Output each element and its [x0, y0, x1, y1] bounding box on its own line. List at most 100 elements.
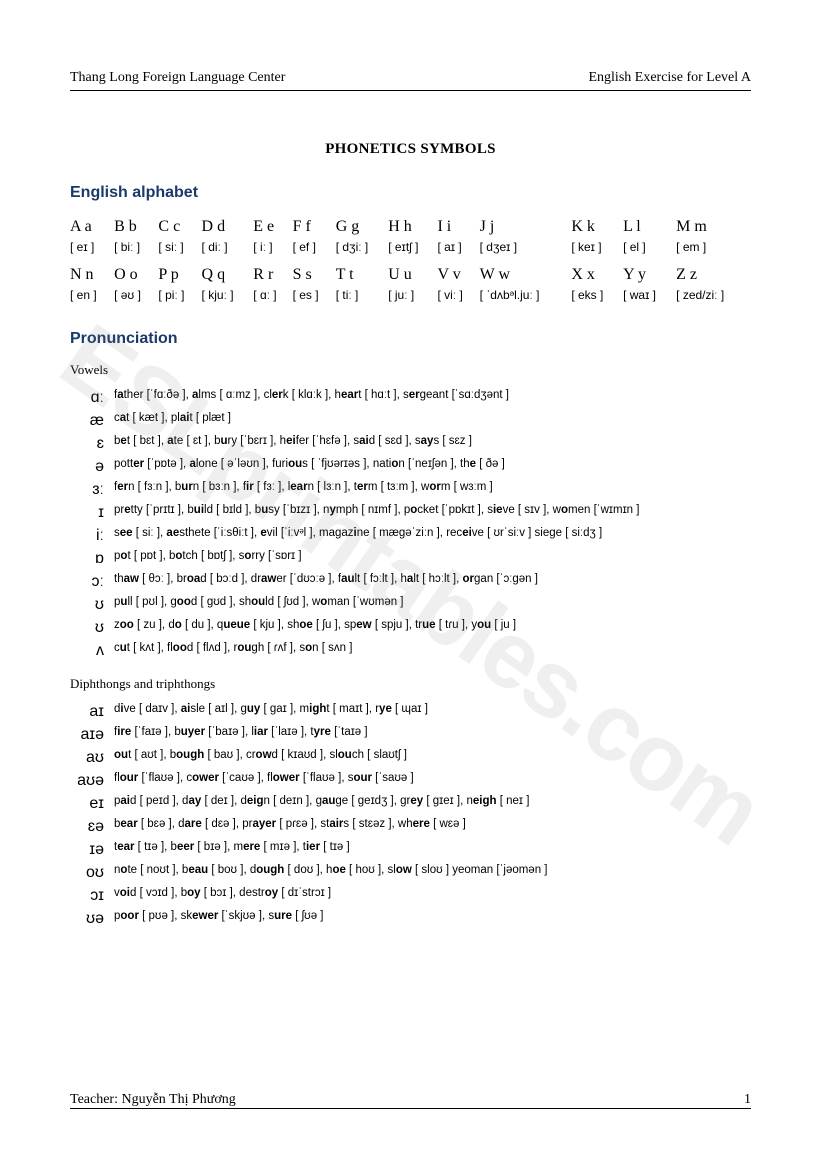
alphabet-cell: [ siː ]	[158, 238, 201, 264]
vowels-subheading: Vowels	[70, 362, 751, 378]
phonetic-examples: void [ vɔɪd ], boy [ bɔɪ ], destroy [ dɪ…	[114, 884, 554, 907]
page: ESLprintables.com Thang Long Foreign Lan…	[0, 0, 821, 1169]
phonetic-row: iːsee [ siː ], aesthete [ˈiːsθiːt ], evi…	[70, 524, 645, 547]
alphabet-cell: F f	[293, 216, 336, 238]
phonetic-row: aɪəfire [ˈfaɪə ], buyer [ˈbaɪə ], liar […	[70, 723, 554, 746]
phonetic-row: oʊnote [ noʊt ], beau [ boʊ ], dough [ d…	[70, 861, 554, 884]
alphabet-cell: Y y	[623, 264, 676, 286]
section-pronunciation-heading: Pronunciation	[70, 330, 751, 348]
alphabet-cell: [ ɑː ]	[253, 286, 292, 312]
phonetic-row: eɪpaid [ peɪd ], day [ deɪ ], deign [ de…	[70, 792, 554, 815]
alphabet-cell: [ diː ]	[202, 238, 254, 264]
alphabet-cell: [ tiː ]	[336, 286, 389, 312]
phonetic-examples: tear [ tɪə ], beer [ bɪə ], mere [ mɪə ]…	[114, 838, 554, 861]
phonetic-row: ʊzoo [ zu ], do [ du ], queue [ kju ], s…	[70, 616, 645, 639]
phonetic-row: aʊəflour [ˈflaʊə ], cower [ˈcaʊə ], flow…	[70, 769, 554, 792]
vowels-table: ɑːfather [ˈfɑːðə ], alms [ ɑːmz ], clerk…	[70, 386, 645, 662]
phonetic-symbol: ʊ	[70, 593, 114, 616]
alphabet-cell: N n	[70, 264, 114, 286]
phonetic-examples: father [ˈfɑːðə ], alms [ ɑːmz ], clerk […	[114, 386, 645, 409]
phonetic-symbol: iː	[70, 524, 114, 547]
phonetic-row: ʊpull [ pʊl ], good [ gʊd ], should [ ʃʊ…	[70, 593, 645, 616]
alphabet-cell: C c	[158, 216, 201, 238]
alphabet-cell: G g	[336, 216, 389, 238]
alphabet-cell: [ eɪ ]	[70, 238, 114, 264]
alphabet-cell: [ zed/ziː ]	[676, 286, 751, 312]
phonetic-examples: bet [ bɛt ], ate [ ɛt ], bury [ˈbɛrɪ ], …	[114, 432, 645, 455]
phonetic-symbol: ʊə	[70, 907, 114, 930]
alphabet-cell: [ juː ]	[388, 286, 437, 312]
alphabet-cell: L l	[623, 216, 676, 238]
phonetic-symbol: eɪ	[70, 792, 114, 815]
phonetic-row: ɔɪvoid [ vɔɪd ], boy [ bɔɪ ], destroy [ …	[70, 884, 554, 907]
phonetic-examples: zoo [ zu ], do [ du ], queue [ kju ], sh…	[114, 616, 645, 639]
phonetic-row: æcat [ kæt ], plait [ plæt ]	[70, 409, 645, 432]
alphabet-cell: [ en ]	[70, 286, 114, 312]
alphabet-cell: [ əʊ ]	[114, 286, 158, 312]
alphabet-cell: [ em ]	[676, 238, 751, 264]
page-title: PHONETICS SYMBOLS	[70, 141, 751, 158]
phonetic-symbol: ɒ	[70, 547, 114, 570]
alphabet-row-2-letters: N nO oP pQ qR rS sT tU uV vW wX xY yZ z	[70, 264, 751, 286]
phonetic-row: ɪətear [ tɪə ], beer [ bɪə ], mere [ mɪə…	[70, 838, 554, 861]
page-footer: Teacher: Nguyễn Thị Phương 1	[70, 1086, 751, 1109]
alphabet-cell: [ piː ]	[158, 286, 201, 312]
alphabet-cell: I i	[437, 216, 479, 238]
phonetic-row: ɛəbear [ bɛə ], dare [ dɛə ], prayer [ p…	[70, 815, 554, 838]
diphthongs-table: aɪdive [ daɪv ], aisle [ aɪl ], guy [ ga…	[70, 700, 554, 930]
phonetic-examples: flour [ˈflaʊə ], cower [ˈcaʊə ], flower …	[114, 769, 554, 792]
phonetic-symbol: ʊ	[70, 616, 114, 639]
phonetic-symbol: ɛ	[70, 432, 114, 455]
alphabet-cell: [ iː ]	[253, 238, 292, 264]
alphabet-cell: E e	[253, 216, 292, 238]
alphabet-cell: [ es ]	[293, 286, 336, 312]
alphabet-cell: K k	[571, 216, 623, 238]
phonetic-row: ɔːthaw [ θɔː ], broad [ bɔːd ], drawer […	[70, 570, 645, 593]
section-alphabet-heading: English alphabet	[70, 184, 751, 202]
alphabet-cell: U u	[388, 264, 437, 286]
alphabet-cell: S s	[293, 264, 336, 286]
phonetic-row: əpotter [ˈpɒtə ], alone [ əˈləʊn ], furi…	[70, 455, 645, 478]
phonetic-examples: dive [ daɪv ], aisle [ aɪl ], guy [ gaɪ …	[114, 700, 554, 723]
alphabet-cell: M m	[676, 216, 751, 238]
alphabet-cell: [ ef ]	[293, 238, 336, 264]
phonetic-row: ʌcut [ kʌt ], flood [ flʌd ], rough [ ɾʌ…	[70, 639, 645, 662]
phonetic-examples: pull [ pʊl ], good [ gʊd ], should [ ʃʊd…	[114, 593, 645, 616]
phonetic-examples: see [ siː ], aesthete [ˈiːsθiːt ], evil …	[114, 524, 645, 547]
phonetic-symbol: aɪə	[70, 723, 114, 746]
phonetic-row: ɒpot [ pɒt ], botch [ bɒtʃ ], sorry [ˈsɒ…	[70, 547, 645, 570]
alphabet-cell: W w	[480, 264, 572, 286]
phonetic-symbol: aɪ	[70, 700, 114, 723]
alphabet-cell: [ el ]	[623, 238, 676, 264]
alphabet-cell: [ kjuː ]	[202, 286, 254, 312]
phonetic-row: ʊəpoor [ pʊə ], skewer [ˈskjʊə ], sure […	[70, 907, 554, 930]
alphabet-cell: [ dʒeɪ ]	[480, 238, 572, 264]
phonetic-symbol: ɪ	[70, 501, 114, 524]
phonetic-examples: poor [ pʊə ], skewer [ˈskjʊə ], sure [ ʃ…	[114, 907, 554, 930]
footer-teacher: Teacher: Nguyễn Thị Phương	[70, 1092, 236, 1108]
footer-page-number: 1	[744, 1092, 751, 1108]
alphabet-cell: J j	[480, 216, 572, 238]
phonetic-row: aɪdive [ daɪv ], aisle [ aɪl ], guy [ ga…	[70, 700, 554, 723]
phonetic-examples: out [ aʊt ], bough [ baʊ ], crowd [ kɪaʊ…	[114, 746, 554, 769]
alphabet-cell: [ keɪ ]	[571, 238, 623, 264]
phonetic-symbol: ɑː	[70, 386, 114, 409]
phonetic-examples: cut [ kʌt ], flood [ flʌd ], rough [ ɾʌf…	[114, 639, 645, 662]
alphabet-cell: [ waɪ ]	[623, 286, 676, 312]
alphabet-row-1-ipa: [ eɪ ][ biː ][ siː ][ diː ][ iː ][ ef ][…	[70, 238, 751, 264]
header-right: English Exercise for Level A	[588, 70, 751, 86]
phonetic-examples: potter [ˈpɒtə ], alone [ əˈləʊn ], furio…	[114, 455, 645, 478]
header-left: Thang Long Foreign Language Center	[70, 70, 285, 86]
alphabet-row-2-ipa: [ en ][ əʊ ][ piː ][ kjuː ][ ɑː ][ es ][…	[70, 286, 751, 312]
alphabet-cell: [ biː ]	[114, 238, 158, 264]
alphabet-cell: [ viː ]	[437, 286, 479, 312]
alphabet-cell: D d	[202, 216, 254, 238]
phonetic-symbol: oʊ	[70, 861, 114, 884]
alphabet-cell: [ dʒiː ]	[336, 238, 389, 264]
phonetic-symbol: aʊə	[70, 769, 114, 792]
phonetic-row: ɜːfern [ fɜːn ], burn [ bɜːn ], fir [ fɜ…	[70, 478, 645, 501]
alphabet-cell: [ eks ]	[571, 286, 623, 312]
phonetic-examples: bear [ bɛə ], dare [ dɛə ], prayer [ pɾɛ…	[114, 815, 554, 838]
phonetic-examples: fern [ fɜːn ], burn [ bɜːn ], fir [ fɜː …	[114, 478, 645, 501]
phonetic-row: ɑːfather [ˈfɑːðə ], alms [ ɑːmz ], clerk…	[70, 386, 645, 409]
